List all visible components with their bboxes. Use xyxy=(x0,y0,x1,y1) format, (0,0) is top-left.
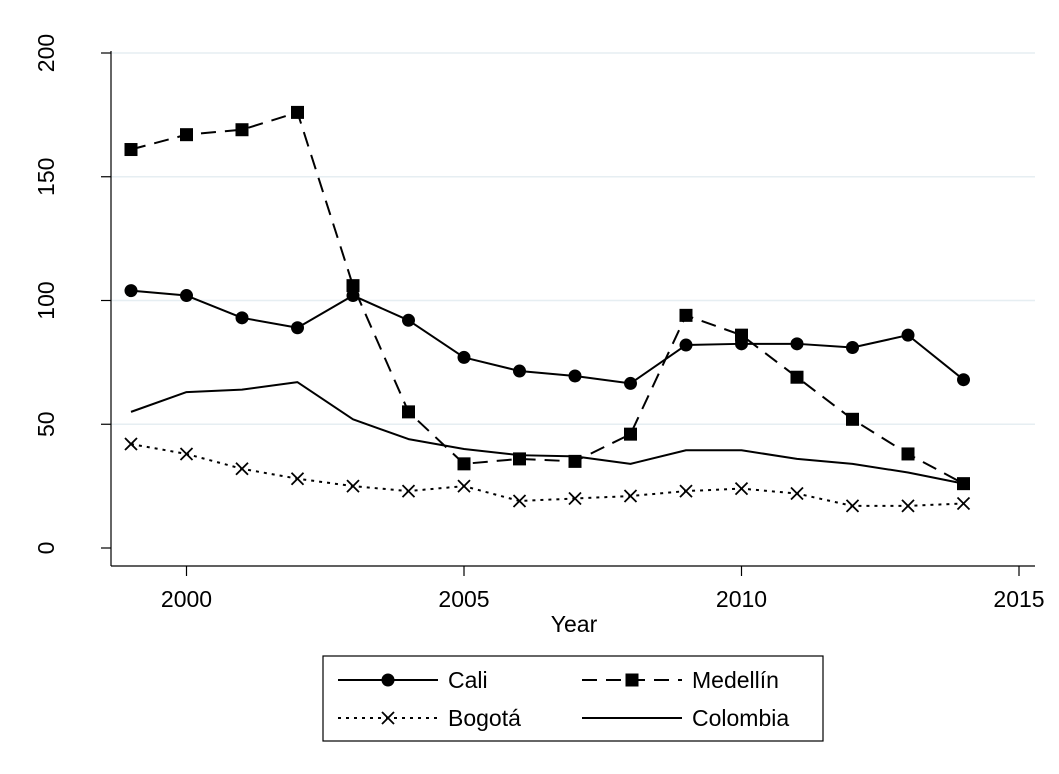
data-point-cali xyxy=(957,373,970,387)
legend-label-bogota: Bogotá xyxy=(448,705,521,731)
data-point-bogota xyxy=(568,491,582,506)
data-point-medellin xyxy=(402,405,415,419)
data-point-cali xyxy=(679,338,693,352)
legend-label-medellin: Medellín xyxy=(692,667,779,693)
data-point-bogota xyxy=(179,447,194,461)
x-tick-label: 2010 xyxy=(716,586,767,612)
data-point-bogota xyxy=(734,481,749,496)
series-bogota xyxy=(124,437,971,513)
data-point-cali xyxy=(846,341,859,355)
data-point-bogota xyxy=(512,494,527,508)
data-point-medellin xyxy=(624,427,637,441)
legend-marker-cali xyxy=(381,673,395,687)
series-line-medellin xyxy=(130,111,964,485)
x-tick-label: 2015 xyxy=(993,586,1044,612)
data-point-bogota xyxy=(790,486,804,501)
x-tick-label: 2000 xyxy=(161,586,212,612)
data-point-bogota xyxy=(401,484,416,498)
data-point-bogota xyxy=(346,479,360,493)
y-tick-label: 0 xyxy=(33,542,59,555)
data-point-bogota xyxy=(623,489,638,503)
data-point-bogota xyxy=(845,499,860,513)
x-axis-title: Year xyxy=(551,611,598,637)
series-line-cali xyxy=(130,289,965,385)
data-point-medellin xyxy=(735,328,748,342)
data-point-cali xyxy=(235,311,249,325)
axes: 0 50 100 150 200 2000 2005 2010 2015 xyxy=(33,34,1045,612)
legend-marker-medellin xyxy=(625,673,639,687)
gridlines xyxy=(111,52,1035,425)
legend-box xyxy=(322,655,824,742)
legend-label-cali: Cali xyxy=(448,667,488,693)
data-point-medellin xyxy=(901,447,915,461)
data-point-bogota xyxy=(124,437,138,451)
data-point-medellin xyxy=(124,143,138,157)
y-tick-label: 100 xyxy=(33,281,59,319)
data-point-medellin xyxy=(235,123,249,137)
series-layer xyxy=(124,105,971,513)
data-point-medellin xyxy=(679,308,693,322)
data-point-bogota xyxy=(901,499,915,513)
data-point-cali xyxy=(901,328,915,342)
data-point-bogota xyxy=(457,479,471,493)
x-tick-label: 2005 xyxy=(438,586,489,612)
y-tick-label: 50 xyxy=(33,411,59,437)
data-point-cali xyxy=(180,289,193,303)
legend: Cali Medellín Bogotá Colombia xyxy=(322,655,824,742)
y-tick-label: 150 xyxy=(33,158,59,196)
data-point-bogota xyxy=(679,484,693,498)
data-point-medellin xyxy=(846,412,859,426)
series-line-colombia xyxy=(130,381,964,485)
data-point-bogota xyxy=(235,462,249,476)
data-point-cali xyxy=(624,376,637,390)
data-point-medellin xyxy=(457,457,471,471)
data-point-cali xyxy=(291,321,304,335)
y-tick-label: 200 xyxy=(33,34,59,72)
data-point-cali xyxy=(790,337,804,351)
data-point-cali xyxy=(513,364,526,378)
data-point-cali xyxy=(568,369,582,383)
data-point-bogota xyxy=(956,496,971,511)
data-point-bogota xyxy=(290,472,305,486)
data-point-cali xyxy=(124,284,138,298)
legend-label-colombia: Colombia xyxy=(692,705,789,731)
data-point-cali xyxy=(457,350,471,364)
series-colombia xyxy=(130,381,964,485)
data-point-medellin xyxy=(790,370,804,384)
data-point-medellin xyxy=(180,128,193,142)
data-point-cali xyxy=(402,313,415,327)
series-cali xyxy=(124,284,970,390)
data-point-medellin xyxy=(291,105,304,119)
data-point-medellin xyxy=(346,279,360,293)
legend-marker-bogota xyxy=(381,711,395,725)
data-point-medellin xyxy=(568,454,582,468)
